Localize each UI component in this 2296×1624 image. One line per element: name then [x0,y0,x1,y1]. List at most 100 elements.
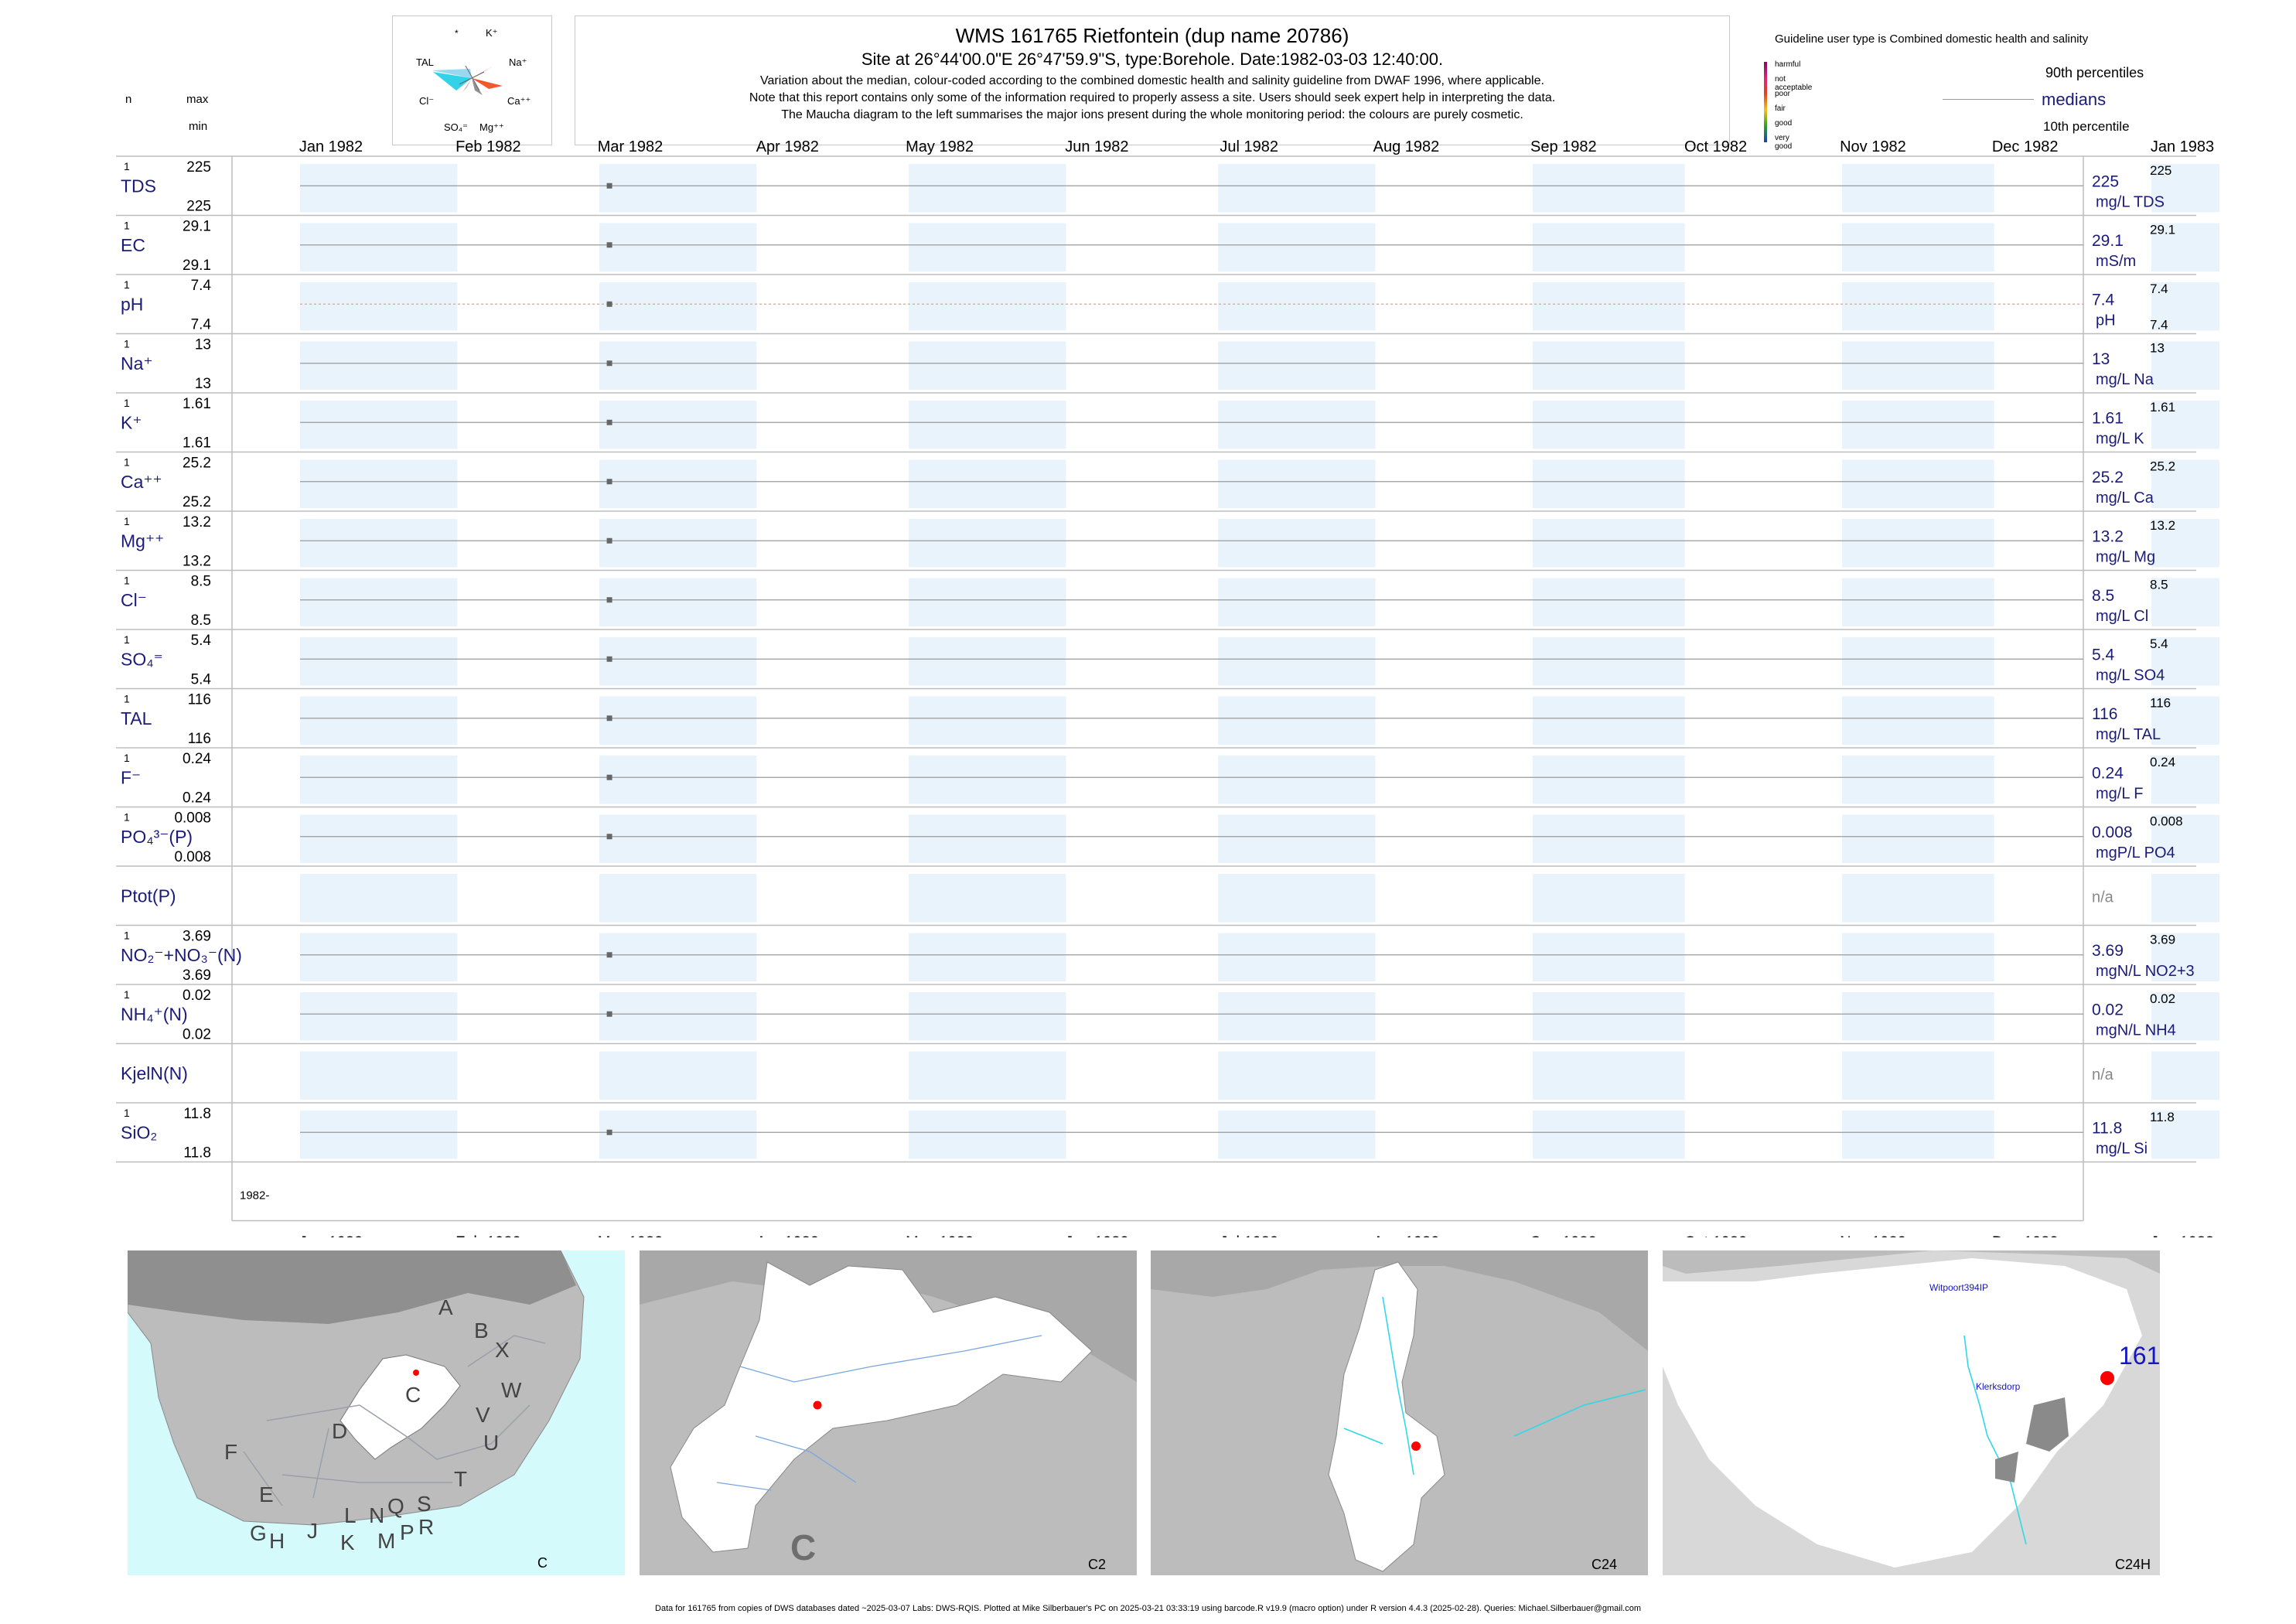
row-sample-point [606,183,612,189]
row-median-value: n/a [2092,1066,2114,1083]
month-shade-band [909,164,1066,213]
row-max: 25.2 [183,455,211,472]
row-max: 225 [186,159,211,176]
row-n: 1 [124,397,130,409]
month-shade-band [599,578,757,626]
row-max: 116 [188,692,211,708]
month-shade-band [2151,578,2219,626]
row-parameter-name: Ca⁺⁺ [121,472,162,492]
maucha-diagram: * K⁺ TAL Na⁺ Cl⁻ Ca⁺⁺ SO₄⁼ Mg⁺⁺ [392,15,552,145]
title-box: WMS 161765 Rietfontein (dup name 20786) … [575,15,1730,145]
row-parameter-name: EC [121,235,145,255]
row-unit: mg/L Cl [2096,608,2148,625]
row-median-value: 29.1 [2092,232,2124,250]
month-shade-band [300,874,458,923]
row-sample-point [606,952,612,958]
x-tick-label-top: May 1982 [906,138,974,155]
barcode-chart: Jan 1982 Jan 1982 Feb 1982 Feb 1982 Mar 1982… [116,138,2219,1238]
month-shade-band [1532,519,1685,568]
maucha-label-star: * [455,28,459,39]
month-shade-band [1532,223,1685,271]
map-letter-m: M [377,1529,395,1553]
map-letter-v: V [476,1403,490,1427]
row-n: 1 [124,930,130,942]
month-shade-band [1532,756,1685,804]
month-shade-band [1532,874,1685,923]
month-shade-band [1841,578,1994,626]
row-min: 0.02 [183,1027,211,1043]
x-tick-label-top: Jan 1983 [2151,138,2214,155]
row-median-value: 0.24 [2092,764,2124,782]
map-south-africa: A B X W V U T C D F E G H J K L M N P Q … [128,1250,625,1575]
x-tick-label-bottom: Jun 1982 [1065,1234,1128,1238]
row-min: 5.4 [191,672,212,688]
month-shade-band [1218,992,1376,1041]
map-letter-b: B [474,1319,489,1343]
row-parameter-name: Cl⁻ [121,590,147,610]
month-shade-band [2151,341,2219,390]
month-shade-band [599,1051,757,1100]
row-max: 3.69 [183,929,211,945]
month-shade-band [909,459,1066,508]
row-p90-value: 13 [2150,341,2165,356]
map-c24h-place-klerksdorp: Klerksdorp [1976,1381,2021,1392]
x-tick-label-top: Aug 1982 [1373,138,1440,155]
month-shade-band [1532,992,1685,1041]
month-shade-band [1218,341,1376,390]
month-shade-band [599,282,757,331]
row-n: 1 [124,988,130,1001]
month-shade-band [300,223,458,271]
row-n: 1 [124,338,130,350]
row-sample-point [606,597,612,603]
map-c2-corner-label: C2 [1088,1557,1106,1572]
col-max-label: max [186,93,209,106]
month-shade-band [909,756,1066,804]
month-shade-band [300,578,458,626]
row-n: 1 [124,752,130,764]
row-p90-value: 11.8 [2150,1110,2175,1124]
month-shade-band [599,933,757,981]
month-shade-band [2151,933,2219,981]
month-shade-band [909,933,1066,981]
map-c24h: 161765 Witpoort394IP Klerksdorp C24H [1663,1250,2160,1575]
month-shade-band [1218,696,1376,745]
map-letter-a: A [438,1295,453,1319]
row-min: 0.24 [183,790,211,807]
month-shade-band [599,814,757,863]
row-p90-value: 225 [2150,163,2171,178]
map-letter-n: N [369,1503,384,1527]
month-shade-band [1841,341,1994,390]
row-min: 7.4 [191,317,212,333]
month-shade-band [2151,1111,2219,1159]
map-corner-label: C [537,1555,548,1571]
row-n: 1 [124,1107,130,1119]
maucha-label-na: Na⁺ [509,56,527,68]
row-sample-point [606,774,612,780]
row-unit: mg/L TAL [2096,726,2161,743]
row-unit: mgN/L NH4 [2096,1022,2176,1039]
x-tick-label-top: Nov 1982 [1840,138,1906,155]
month-shade-band [300,401,458,449]
map-south-africa-site-dot [413,1370,419,1376]
month-shade-band [909,992,1066,1041]
month-shade-band [1218,578,1376,626]
row-unit: pH [2096,312,2116,329]
x-tick-label-bottom: Jan 1982 [299,1234,363,1238]
month-shade-band [2151,164,2219,213]
map-c24h-corner-label: C24H [2115,1557,2151,1572]
month-shade-band [1218,756,1376,804]
x-tick-label-bottom: Sep 1982 [1530,1234,1597,1238]
row-sample-point [606,479,612,485]
row-max: 8.5 [191,574,211,590]
month-shade-band [599,756,757,804]
map-letter-f: F [224,1440,237,1464]
row-unit: mg/L TDS [2096,193,2165,210]
row-p90-value: 13.2 [2150,518,2175,533]
x-tick-label-top: Feb 1982 [455,138,521,155]
row-min: 11.8 [183,1145,211,1162]
x-tick-label-top: Dec 1982 [1992,138,2059,155]
row-max: 11.8 [183,1106,211,1122]
row-unit: mS/m [2096,253,2136,270]
month-shade-band [599,696,757,745]
month-shade-band [2151,696,2219,745]
